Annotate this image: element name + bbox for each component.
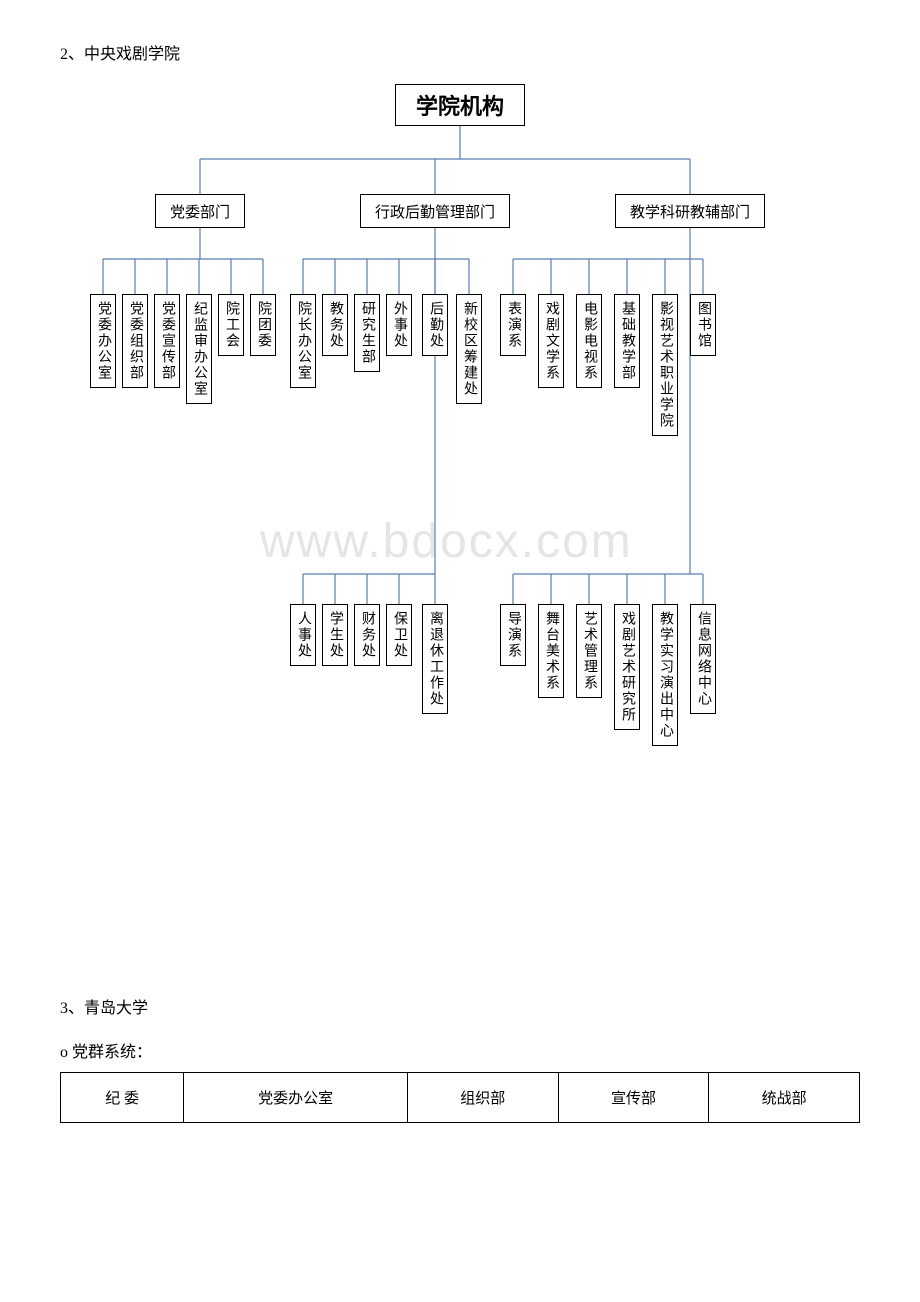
leaf-node: 教学实习演出中心 <box>652 604 678 746</box>
leaf-node: 院团委 <box>250 294 276 356</box>
leaf-node: 后勤处 <box>422 294 448 356</box>
section3-title: 3、青岛大学 <box>60 994 860 1018</box>
leaf-node: 党委宣传部 <box>154 294 180 388</box>
branch-node: 行政后勤管理部门 <box>360 194 510 228</box>
table-cell: 统战部 <box>709 1073 860 1123</box>
org-chart: 学院机构 党委部门 行政后勤管理部门 教学科研教辅部门 党委办公室 党委组织部 … <box>60 84 860 954</box>
branch-node: 教学科研教辅部门 <box>615 194 765 228</box>
section3: 3、青岛大学 o 党群系统： 纪 委 党委办公室 组织部 宣传部 统战部 <box>60 994 860 1123</box>
leaf-node: 党委组织部 <box>122 294 148 388</box>
leaf-node: 院工会 <box>218 294 244 356</box>
leaf-node: 学生处 <box>322 604 348 666</box>
leaf-node: 新校区筹建处 <box>456 294 482 404</box>
leaf-node: 教务处 <box>322 294 348 356</box>
root-node: 学院机构 <box>395 84 525 126</box>
watermark: www.bdocx.com <box>260 514 633 569</box>
leaf-node: 戏剧文学系 <box>538 294 564 388</box>
leaf-node: 艺术管理系 <box>576 604 602 698</box>
branch-node: 党委部门 <box>155 194 245 228</box>
leaf-node: 图书馆 <box>690 294 716 356</box>
leaf-node: 院长办公室 <box>290 294 316 388</box>
leaf-node: 影视艺术职业学院 <box>652 294 678 436</box>
section2-title: 2、中央戏剧学院 <box>60 40 860 64</box>
leaf-node: 电影电视系 <box>576 294 602 388</box>
table-cell: 纪 委 <box>61 1073 184 1123</box>
leaf-node: 表演系 <box>500 294 526 356</box>
leaf-node: 导演系 <box>500 604 526 666</box>
table-cell: 党委办公室 <box>184 1073 408 1123</box>
leaf-node: 信息网络中心 <box>690 604 716 714</box>
dept-table: 纪 委 党委办公室 组织部 宣传部 统战部 <box>60 1072 860 1123</box>
leaf-node: 纪监审办公室 <box>186 294 212 404</box>
leaf-node: 戏剧艺术研究所 <box>614 604 640 730</box>
leaf-node: 保卫处 <box>386 604 412 666</box>
table-cell: 组织部 <box>407 1073 558 1123</box>
leaf-node: 舞台美术系 <box>538 604 564 698</box>
leaf-node: 财务处 <box>354 604 380 666</box>
table-row: 纪 委 党委办公室 组织部 宣传部 统战部 <box>61 1073 860 1123</box>
leaf-node: 党委办公室 <box>90 294 116 388</box>
table-cell: 宣传部 <box>558 1073 709 1123</box>
leaf-node: 外事处 <box>386 294 412 356</box>
leaf-node: 基础教学部 <box>614 294 640 388</box>
leaf-node: 离退休工作处 <box>422 604 448 714</box>
section3-subtitle: o 党群系统： <box>60 1038 860 1062</box>
leaf-node: 人事处 <box>290 604 316 666</box>
leaf-node: 研究生部 <box>354 294 380 372</box>
